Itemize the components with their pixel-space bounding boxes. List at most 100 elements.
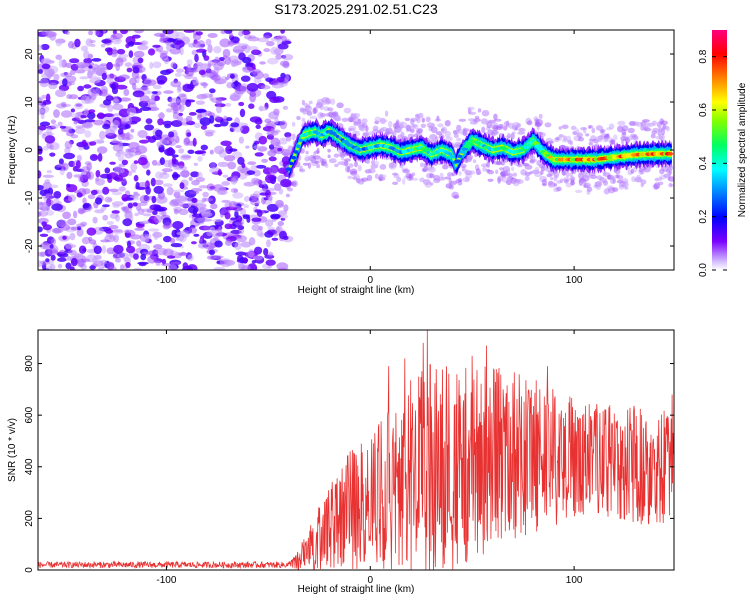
noise-blob [133, 50, 145, 58]
noise-blob [113, 244, 124, 254]
ridge-halo [361, 118, 368, 124]
colorbar-tick-label: 0.0 [698, 263, 709, 277]
noise-blob [176, 86, 182, 94]
noise-blob [46, 170, 53, 174]
noise-blob [170, 237, 176, 244]
noise-blob [100, 206, 107, 211]
ridge-halo [614, 169, 621, 175]
ridge-halo [379, 164, 387, 170]
ridge-halo [388, 127, 393, 133]
noise-blob [112, 63, 120, 67]
noise-blob [121, 194, 129, 202]
noise-blob [237, 156, 245, 165]
y-tick-label: 200 [24, 510, 35, 527]
noise-blob [243, 34, 252, 40]
noise-blob [152, 61, 162, 69]
noise-blob [74, 69, 86, 74]
spectrogram-x-label: Height of straight line (km) [298, 285, 415, 296]
noise-blob [211, 97, 223, 104]
ridge-halo [319, 113, 327, 118]
noise-blob [109, 161, 116, 165]
ridge-halo [654, 177, 660, 182]
noise-blob [188, 176, 193, 181]
noise-blob [283, 204, 289, 212]
noise-blob [154, 179, 164, 186]
noise-blob [53, 109, 60, 118]
noise-blob [224, 223, 233, 230]
noise-blob [96, 146, 108, 154]
noise-blob [171, 156, 177, 165]
ridge-halo [643, 166, 651, 173]
noise-blob [220, 30, 227, 35]
noise-blob [178, 208, 189, 216]
ridge-halo [516, 123, 522, 128]
noise-blob [193, 233, 200, 237]
noise-blob [257, 37, 269, 43]
noise-blob [126, 245, 136, 254]
noise-blob [104, 196, 113, 203]
noise-blob [237, 165, 248, 173]
ridge-halo [621, 181, 629, 188]
noise-blob [259, 232, 265, 238]
colorbar-tick-label: 0.6 [698, 103, 709, 117]
noise-blob [170, 62, 177, 69]
noise-blob [222, 174, 229, 178]
noise-blob [163, 222, 173, 229]
noise-blob [270, 176, 277, 185]
noise-blob [199, 111, 208, 118]
noise-blob [238, 101, 245, 107]
noise-blob [41, 221, 47, 227]
noise-blob [63, 152, 75, 160]
ridge-halo [299, 168, 306, 173]
ridge-halo [631, 176, 637, 183]
noise-blob [53, 191, 62, 199]
noise-blob [249, 214, 259, 219]
ridge-halo [576, 132, 583, 138]
noise-blob [187, 149, 195, 154]
noise-blob [163, 57, 169, 65]
noise-blob [226, 117, 233, 122]
ridge-halo [348, 163, 354, 168]
noise-blob [41, 100, 52, 105]
ridge-halo [458, 118, 467, 122]
ridge-halo [349, 168, 358, 175]
noise-blob [224, 212, 231, 220]
noise-blob [252, 70, 264, 80]
noise-blob [38, 44, 43, 51]
ridge-halo [419, 162, 425, 168]
ridge-halo [610, 139, 616, 145]
colorbar-tick-label: 0.4 [698, 156, 709, 170]
noise-blob [219, 210, 224, 218]
x-tick-label: -100 [156, 575, 176, 586]
noise-blob [50, 119, 57, 124]
noise-blob [268, 156, 277, 162]
ridge-halo [427, 166, 436, 173]
noise-blob [254, 209, 261, 213]
noise-blob [199, 208, 211, 214]
noise-blob [171, 173, 181, 178]
ridge-halo [416, 116, 421, 124]
noise-blob [249, 116, 262, 123]
noise-blob [226, 82, 234, 89]
ridge-halo [627, 127, 635, 134]
noise-blob [97, 153, 103, 162]
ridge-halo [660, 120, 668, 126]
noise-blob [93, 119, 104, 126]
noise-blob [153, 231, 159, 241]
noise-blob [134, 212, 139, 217]
noise-blob [218, 57, 225, 61]
noise-blob [268, 144, 275, 150]
noise-blob [152, 44, 161, 48]
noise-blob [167, 255, 176, 259]
noise-blob [76, 154, 82, 162]
noise-blob [185, 99, 196, 103]
noise-blob [60, 101, 67, 108]
noise-blob [45, 30, 53, 38]
y-tick-label: -20 [24, 238, 35, 253]
snr-frame [37, 329, 675, 571]
ridge-halo [507, 132, 511, 139]
ridge-halo [469, 170, 476, 175]
ridge-halo [538, 132, 546, 138]
ridge-halo [588, 141, 594, 146]
noise-blob [178, 112, 184, 117]
